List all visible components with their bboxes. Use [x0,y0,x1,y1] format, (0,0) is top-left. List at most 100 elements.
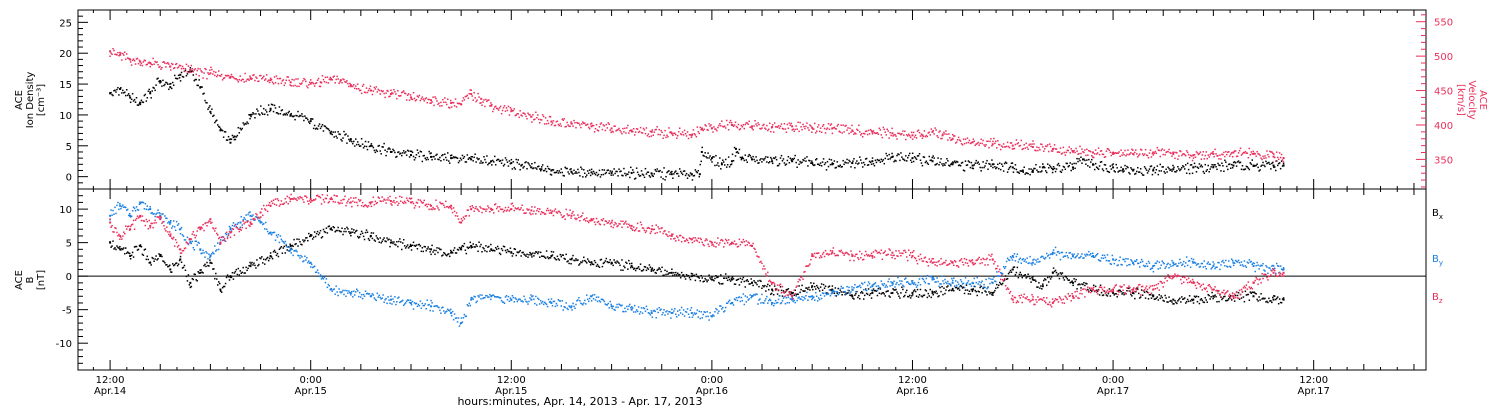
ion-density-sample [542,169,545,172]
velocity-sample [798,130,800,133]
ion-density-point [229,141,232,144]
velocity-sample [153,63,155,66]
bx-sample [360,230,363,233]
ion-density-sample [154,89,156,92]
bx-sample [890,292,892,294]
by-sample [177,223,180,225]
velocity-sample [742,124,745,126]
bottom-series [109,193,1285,327]
velocity-sample [579,124,581,126]
velocity-sample [820,131,823,133]
ion-density-sample [1055,168,1058,170]
ion-density-sample [1217,162,1219,165]
velocity-sample [1029,143,1031,145]
ion-density-sample [1232,161,1235,164]
by-sample [222,239,225,241]
velocity-sample [1149,149,1152,151]
ion-density-sample [635,167,638,169]
ion-density-sample [196,84,198,87]
velocity-sample [1139,148,1142,151]
velocity-sample [690,136,693,139]
velocity-sample [449,99,452,102]
by-sample [757,303,759,305]
ion-density-sample [1277,162,1280,165]
bx-sample [852,297,854,300]
bx-sample [1024,273,1026,276]
bx-sample [506,248,509,251]
ion-density-sample [773,157,776,160]
velocity-sample [1126,153,1128,156]
ion-density-sample [349,140,351,142]
bx-sample [1245,294,1248,296]
bx-sample [885,290,887,293]
velocity-sample [774,126,777,128]
ion-density-point [289,113,292,116]
by-sample [360,293,363,296]
ion-density-sample [993,163,995,165]
by-sample [593,293,596,296]
ion-density-sample [450,154,453,156]
ion-density-sample [551,169,554,171]
bx-sample [1139,296,1142,298]
bx-sample [744,286,747,288]
bx-sample [272,250,275,253]
velocity-sample [683,129,686,132]
bx-sample [1265,301,1267,303]
by-sample [718,310,720,312]
velocity-sample [880,134,883,136]
bx-sample [215,272,217,275]
velocity-sample [1041,143,1043,146]
by-sample [498,297,501,299]
bx-sample [208,265,210,267]
ion-density-point [590,171,593,174]
velocity-sample [1200,158,1203,160]
by-sample [656,308,658,310]
ion-density-sample [1043,165,1045,168]
bx-sample [231,271,234,274]
velocity-sample [1121,154,1123,156]
ion-density-point [139,101,142,104]
velocity-sample [854,132,856,134]
bx-point [179,258,182,261]
velocity-sample [978,144,980,146]
ion-density-sample [344,134,346,136]
ion-density-sample [758,162,760,164]
ion-density-point [771,160,774,163]
ion-density-sample [780,154,783,157]
ion-density-sample [610,174,612,176]
bx-sample [588,261,591,263]
velocity-sample [868,133,871,135]
velocity-sample [1134,151,1136,154]
bx-sample [1218,300,1220,303]
ion-density-sample [1045,171,1048,174]
velocity-sample [971,141,974,144]
bx-sample [762,285,764,287]
ion-density-sample [587,172,590,175]
bx-sample [232,278,235,280]
ion-density-sample [1126,165,1128,168]
velocity-sample [1193,153,1196,156]
ion-density-sample [899,159,901,162]
ion-density-sample [823,163,826,166]
top-series [109,47,1285,181]
bx-sample [820,283,823,285]
ion-density-sample [375,149,378,151]
by-sample [588,297,591,300]
bx-sample [687,274,690,277]
by-sample [560,305,563,307]
ion-density-sample [543,169,546,172]
velocity-sample [941,137,943,140]
bx-sample [816,286,819,289]
velocity-sample [902,130,904,132]
velocity-sample [1204,154,1207,157]
by-sample [451,310,454,313]
bx-sample [966,289,969,291]
velocity-sample [560,125,563,127]
velocity-sample [998,143,1000,146]
velocity-sample [486,100,488,103]
ion-density-sample [550,174,553,176]
ion-density-sample [133,98,136,101]
bx-sample [754,281,756,284]
velocity-sample [1096,152,1099,154]
